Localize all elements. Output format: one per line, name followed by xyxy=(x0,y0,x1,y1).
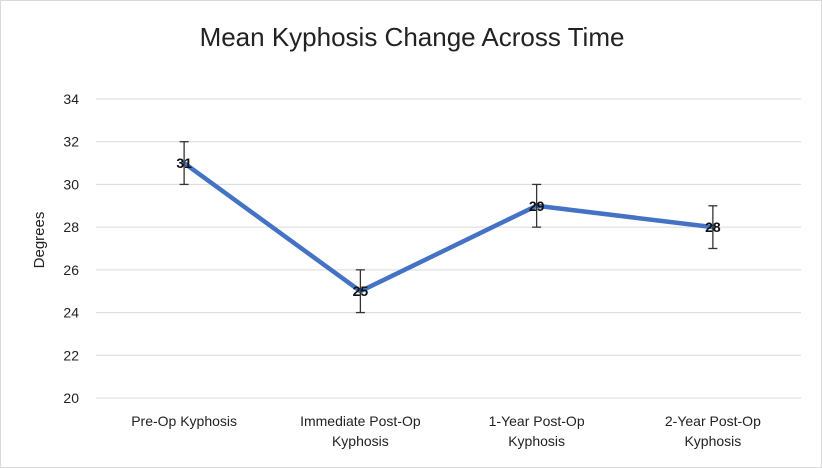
x-category-line: 1-Year Post-Op xyxy=(489,413,585,429)
series-layer: 31 25 29 28 xyxy=(176,141,721,314)
data-label: 29 xyxy=(529,198,545,214)
x-category-line: Pre-Op Kyphosis xyxy=(131,413,237,429)
error-bar xyxy=(355,269,365,314)
error-bar xyxy=(532,183,542,228)
x-category-line: Kyphosis xyxy=(684,433,741,449)
y-tick-label: 26 xyxy=(63,262,79,278)
x-category-line: Immediate Post-Op xyxy=(300,413,421,429)
data-label: 25 xyxy=(353,283,369,299)
error-bar xyxy=(179,141,189,186)
x-category-line: Kyphosis xyxy=(508,433,565,449)
y-tick-label: 34 xyxy=(63,91,79,107)
x-category-label: 1-Year Post-Op Kyphosis xyxy=(489,413,585,449)
x-category-label: 2-Year Post-Op Kyphosis xyxy=(665,413,761,449)
x-category-line: 2-Year Post-Op xyxy=(665,413,761,429)
y-tick-label: 30 xyxy=(63,176,79,192)
y-axis-label: Degrees xyxy=(31,212,48,269)
data-label: 28 xyxy=(705,219,721,235)
x-axis-categories: Pre-Op Kyphosis Immediate Post-Op Kyphosis… xyxy=(131,413,761,449)
y-axis-ticks: 20 22 24 26 28 30 32 34 xyxy=(63,91,79,406)
y-tick-label: 24 xyxy=(63,305,79,321)
y-tick-label: 28 xyxy=(63,219,79,235)
y-tick-label: 20 xyxy=(63,390,79,406)
data-label: 31 xyxy=(176,155,192,171)
series-line xyxy=(181,160,716,294)
y-tick-label: 22 xyxy=(63,347,79,363)
y-tick-label: 32 xyxy=(63,134,79,150)
chart-title: Mean Kyphosis Change Across Time xyxy=(200,22,625,52)
x-category-label: Immediate Post-Op Kyphosis xyxy=(300,413,421,449)
x-category-label: Pre-Op Kyphosis xyxy=(131,413,237,429)
error-bar xyxy=(708,205,718,250)
x-category-line: Kyphosis xyxy=(332,433,389,449)
